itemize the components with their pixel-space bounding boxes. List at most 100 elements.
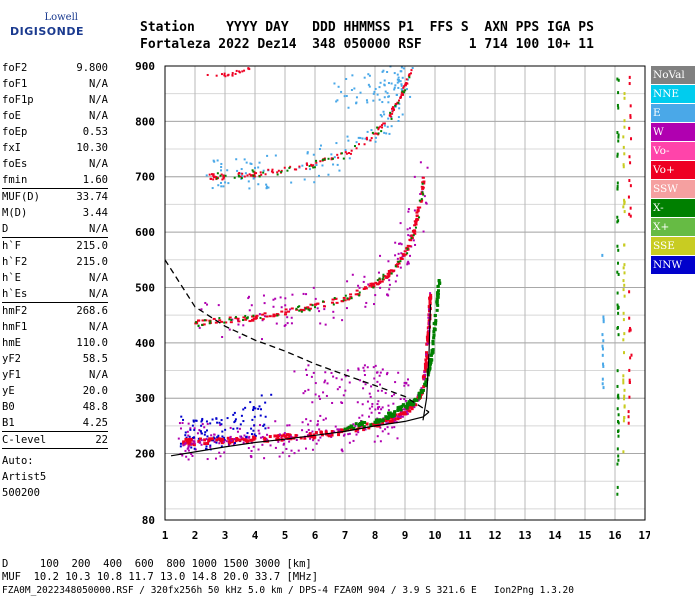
echo-point: [386, 426, 389, 429]
echo-point: [221, 437, 225, 441]
echo-point: [602, 362, 605, 366]
echo-point: [425, 377, 429, 381]
echo-point: [617, 393, 620, 397]
echo-point: [628, 395, 631, 399]
echo-point: [188, 435, 191, 438]
echo-point: [338, 429, 341, 432]
echo-point: [394, 103, 397, 106]
echo-point: [616, 152, 619, 156]
echo-point: [280, 170, 283, 173]
echo-point: [420, 185, 424, 188]
echo-point: [288, 166, 291, 169]
ionogram-chart: 1 2 3 4 5 6 7 8 9 10 11 12 13 14 15 16 17802003004005006…: [135, 60, 650, 542]
echo-point: [385, 417, 389, 421]
echo-point: [355, 433, 358, 436]
param-value: 20.0: [82, 385, 108, 397]
echo-point: [242, 408, 245, 411]
echo-point: [424, 358, 428, 362]
echo-point: [252, 409, 255, 412]
echo-point: [285, 433, 289, 437]
echo-point: [239, 435, 242, 438]
echo-point: [421, 187, 425, 190]
param-value: 0.53: [82, 126, 108, 138]
echo-point: [355, 96, 358, 99]
echo-point: [313, 303, 317, 306]
echo-point: [248, 320, 252, 323]
echo-point: [222, 185, 225, 188]
echo-point: [622, 450, 625, 454]
echo-point: [377, 128, 380, 131]
echo-point: [341, 300, 345, 303]
echo-point: [387, 294, 390, 297]
echo-point: [185, 440, 189, 444]
echo-point: [616, 220, 619, 224]
echo-point: [282, 443, 285, 446]
echo-point: [369, 395, 372, 398]
o-trace-fit-curve: [422, 304, 432, 421]
param-label: hmE: [2, 337, 21, 349]
echo-point: [385, 132, 388, 135]
echo-point: [409, 95, 412, 98]
echo-point: [258, 405, 261, 408]
echo-point: [280, 438, 284, 442]
echo-point: [389, 111, 392, 114]
echo-point: [331, 298, 335, 301]
echo-point: [264, 415, 267, 418]
echo-point: [372, 366, 375, 369]
echo-point: [305, 418, 308, 421]
echo-point: [338, 386, 341, 389]
echo-point: [203, 442, 207, 446]
echo-point: [305, 373, 308, 376]
echo-point: [322, 300, 325, 303]
echo-point: [345, 94, 348, 97]
legend-item: W: [651, 123, 695, 141]
echo-point: [221, 335, 224, 338]
echo-point: [616, 181, 619, 185]
echo-point: [354, 293, 358, 296]
echo-point: [398, 242, 401, 245]
echo-point: [403, 250, 407, 253]
echo-point: [382, 69, 385, 72]
echo-point: [622, 311, 625, 315]
echo-point: [177, 437, 180, 440]
echo-point: [332, 375, 335, 378]
param-value: 1.60: [82, 174, 108, 186]
param-row: B0 48.8: [2, 399, 108, 415]
echo-point: [283, 434, 287, 438]
echo-point: [317, 420, 320, 423]
echo-point: [373, 377, 376, 380]
echo-point: [254, 317, 258, 320]
echo-point: [424, 369, 428, 373]
x-tick-label: 15: [578, 529, 591, 542]
echo-point: [617, 272, 620, 276]
echo-point: [379, 426, 382, 429]
x-tick-label: 17: [638, 529, 650, 542]
param-label: C-level: [2, 434, 47, 446]
echo-point: [392, 419, 396, 423]
echo-point: [407, 74, 410, 77]
echo-point: [298, 309, 301, 312]
echo-point: [312, 371, 315, 374]
echo-point: [362, 366, 365, 369]
echo-point: [400, 404, 404, 408]
echo-point: [330, 435, 333, 438]
echo-point: [218, 317, 221, 320]
echo-point: [219, 174, 222, 177]
x-tick-label: 12: [488, 529, 501, 542]
echo-point: [205, 429, 208, 432]
echo-point: [252, 406, 255, 409]
echo-point: [259, 316, 262, 319]
echo-point: [370, 284, 374, 287]
echo-point: [362, 287, 366, 290]
echo-point: [379, 125, 382, 128]
echo-point: [233, 411, 236, 414]
echo-point: [229, 436, 232, 439]
echo-point: [402, 67, 405, 70]
echo-point: [244, 318, 248, 321]
echo-point: [394, 254, 397, 257]
echo-point: [252, 437, 256, 441]
echo-point: [364, 305, 367, 308]
echo-point: [622, 381, 625, 385]
echo-point: [321, 164, 324, 167]
echo-point: [250, 174, 253, 177]
